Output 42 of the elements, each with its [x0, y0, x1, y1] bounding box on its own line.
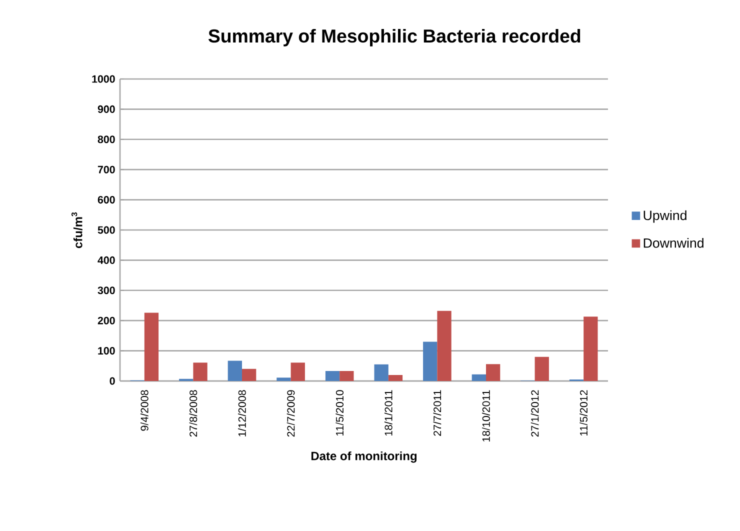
y-tick-label: 1000 [92, 75, 115, 83]
x-tick-label: 11/5/2012 [580, 390, 588, 436]
bar [290, 362, 305, 381]
bar [242, 368, 256, 381]
bar [584, 316, 598, 381]
chart-title: Summary of Mesophilic Bacteria recorded [208, 28, 580, 46]
y-tick-label: 800 [98, 136, 115, 144]
y-axis-title: cfu/m$^{3}$ [71, 212, 82, 248]
x-tick-label: 11/5/2010 [336, 390, 344, 436]
x-tick-label: 27/7/2011 [433, 390, 442, 436]
bar [486, 364, 500, 381]
bar [193, 362, 208, 381]
y-tick-label: 500 [98, 226, 115, 234]
x-tick-label: 27/8/2008 [189, 390, 198, 437]
y-tick-label: 300 [98, 286, 115, 294]
x-tick-label: 9/4/2008 [140, 390, 148, 431]
bar [340, 371, 354, 381]
legend-label: Upwind [644, 210, 686, 223]
bar [472, 374, 486, 381]
bar [388, 374, 403, 381]
y-tick-label: 100 [98, 347, 115, 355]
y-tick-label: 0 [110, 377, 115, 385]
bar [325, 371, 340, 381]
y-tick-label: 900 [98, 105, 115, 113]
x-tick-label: 22/7/2009 [286, 390, 295, 437]
y-tick-label: 200 [98, 316, 115, 324]
y-tick-label: 700 [98, 166, 115, 174]
legend-label: Downwind [644, 238, 704, 248]
x-tick-label: 27/1/2012 [530, 390, 539, 437]
bar [144, 312, 159, 381]
x-axis-title: Date of monitoring [311, 451, 417, 463]
x-tick-label: 1/12/2008 [238, 390, 246, 436]
bar [276, 378, 291, 381]
bar [423, 342, 438, 381]
y-tick-label: 400 [98, 256, 115, 264]
y-tick-label: 600 [98, 196, 115, 204]
bar [374, 364, 388, 381]
bar [228, 360, 242, 381]
x-tick-label: 18/1/2011 [384, 390, 392, 436]
x-tick-label: 18/10/2011 [482, 390, 490, 442]
bar [437, 310, 452, 381]
bar [534, 356, 549, 381]
